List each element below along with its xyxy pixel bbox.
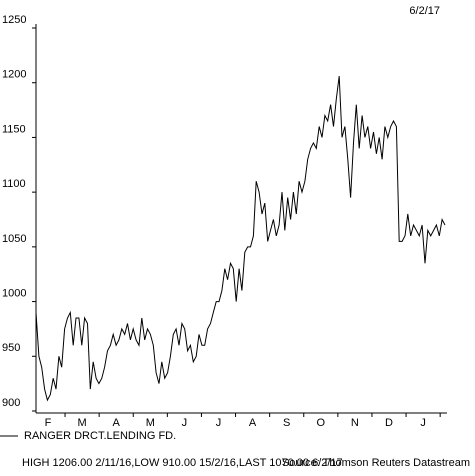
- x-tick-label: O: [317, 417, 326, 429]
- chart-date: 6/2/17: [409, 5, 440, 17]
- x-tick-label: N: [351, 417, 359, 429]
- x-tick-label: M: [78, 417, 87, 429]
- x-tick-label: S: [283, 417, 290, 429]
- x-tick-label: J: [216, 417, 222, 429]
- x-tick-label: J: [420, 417, 426, 429]
- x-tick-label: A: [113, 417, 121, 429]
- x-tick-label: F: [45, 417, 52, 429]
- footer: HIGH 1206.00 2/11/16,LOW 910.00 15/2/16,…: [22, 457, 343, 469]
- source: Source: Thomson Reuters Datastream: [282, 457, 470, 469]
- y-tick-label: 900: [2, 397, 20, 409]
- x-tick-label: A: [249, 417, 257, 429]
- y-tick-label: 1100: [2, 178, 26, 190]
- y-tick-label: 1200: [2, 69, 26, 81]
- x-tick-label: M: [146, 417, 155, 429]
- y-tick-label: 1000: [2, 287, 26, 299]
- y-tick-label: 1150: [2, 123, 26, 135]
- price-line: [35, 76, 446, 402]
- x-tick-label: D: [385, 417, 393, 429]
- y-tick-label: 1250: [2, 14, 26, 26]
- chart-title: RANGER DRCT.LENDING FD.: [24, 430, 176, 442]
- x-tick-label: J: [182, 417, 188, 429]
- y-tick-label: 950: [2, 342, 20, 354]
- y-tick-label: 1050: [2, 233, 26, 245]
